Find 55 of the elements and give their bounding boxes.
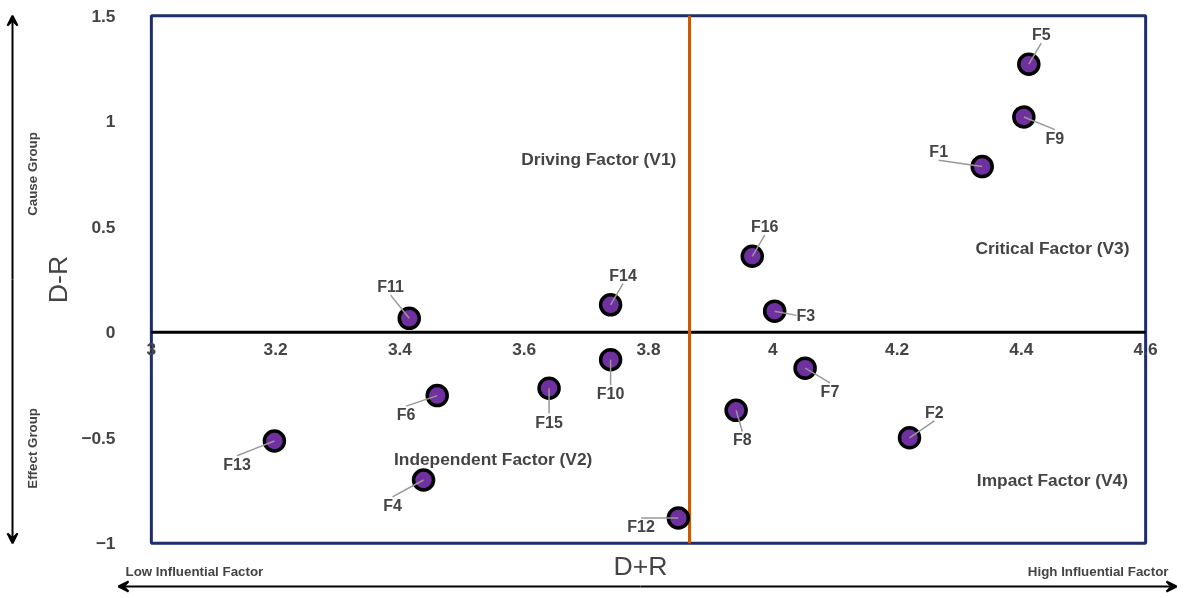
x-tick-label: 4.2 [885, 339, 910, 360]
point [411, 468, 436, 492]
annotation: F5 [1031, 26, 1051, 44]
x-tick-label: 3.4 [387, 339, 413, 360]
y-tick-label: 0 [105, 322, 116, 343]
annotation: F9 [1045, 129, 1065, 147]
point [762, 299, 787, 323]
x-tick-label: 4.4 [1009, 339, 1034, 360]
annotation: Independent Factor (V2) [393, 448, 593, 469]
text: High Influential Factor [1027, 563, 1169, 579]
point [970, 154, 994, 179]
point [724, 398, 748, 423]
annotation: F6 [396, 406, 416, 424]
y-tick-label: 1.5 [91, 5, 116, 26]
x-tick-label: 3.6 [512, 339, 537, 360]
annotation: Driving Factor (V1) [521, 149, 677, 170]
annotation: F11 [377, 278, 405, 296]
point [397, 306, 421, 331]
x-tick-label: 4 [767, 339, 778, 360]
point [537, 376, 561, 400]
text: Low Influential Factor [125, 563, 264, 579]
annotation: F13 [223, 455, 251, 473]
annotation: Impact Factor (V4) [976, 470, 1129, 491]
annotation: F4 [383, 496, 402, 514]
annotation: F8 [733, 431, 752, 449]
annotation: F16 [750, 218, 779, 236]
y-tick-label: −0.5 [81, 427, 116, 448]
point [740, 244, 765, 269]
annotation: F3 [796, 306, 816, 324]
y-tick-label: −1 [95, 533, 116, 554]
annotation: Critical Factor (V3) [975, 237, 1130, 258]
x-axis-title: D+R [613, 550, 668, 581]
annotation: F14 [609, 266, 637, 284]
text: Cause Group [25, 132, 40, 216]
point [666, 506, 691, 530]
point [793, 356, 817, 380]
point [897, 426, 922, 450]
annotation: F2 [925, 403, 944, 421]
text: Effect Group [25, 407, 40, 489]
point [598, 347, 623, 372]
annotation: F10 [596, 385, 625, 403]
x-tick-label: 3.8 [636, 339, 661, 360]
point [1012, 105, 1036, 129]
point [262, 429, 287, 453]
annotation: F15 [535, 413, 563, 431]
y-axis-title: D-R [43, 255, 74, 304]
point [1017, 52, 1041, 76]
point [598, 293, 623, 317]
point [425, 383, 449, 408]
annotation: F7 [820, 382, 840, 400]
x-tick-label: 3.2 [263, 339, 288, 360]
annotation: F12 [627, 518, 655, 536]
annotation: F1 [929, 143, 949, 161]
y-tick-label: 0.5 [91, 216, 116, 237]
y-tick-label: 1 [105, 111, 116, 132]
